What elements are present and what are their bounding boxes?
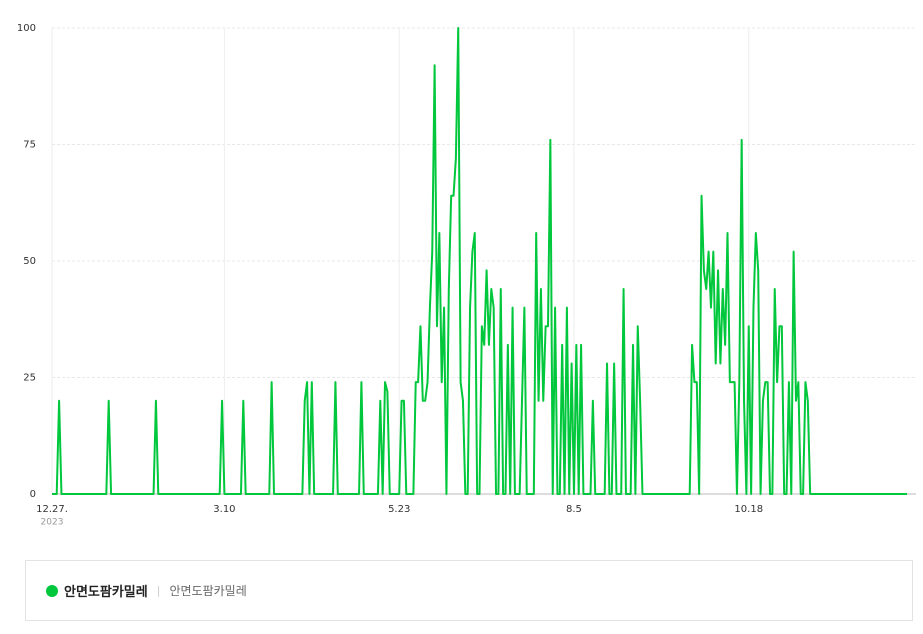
legend-keywords: 안면도팜카밀레 [169, 584, 247, 598]
x-tick-label: 5.23 [388, 504, 410, 515]
x-tick-label: 10.18 [734, 504, 763, 515]
legend-marker [46, 584, 58, 597]
legend-label: 안면도팜카밀레 [64, 585, 148, 600]
chart: 0 25 50 75 100 12.27. 2023 3.10 5.23 8.5 10.18 [17, 23, 916, 528]
y-tick-label: 25 [23, 373, 36, 384]
y-tick-label: 75 [23, 140, 36, 151]
y-tick-label: 50 [23, 256, 36, 267]
legend: 안면도팜카밀레 | 안면도팜카밀레 [25, 560, 913, 621]
y-tick-label: 0 [30, 489, 36, 500]
x-tick-year: 2023 [41, 518, 64, 528]
x-tick-label: 8.5 [566, 504, 582, 515]
separator: | [156, 584, 161, 597]
y-tick-label: 100 [17, 23, 36, 34]
x-tick-label: 3.10 [213, 504, 235, 515]
line [52, 27, 907, 495]
x-tick-label: 12.27. [36, 504, 68, 515]
